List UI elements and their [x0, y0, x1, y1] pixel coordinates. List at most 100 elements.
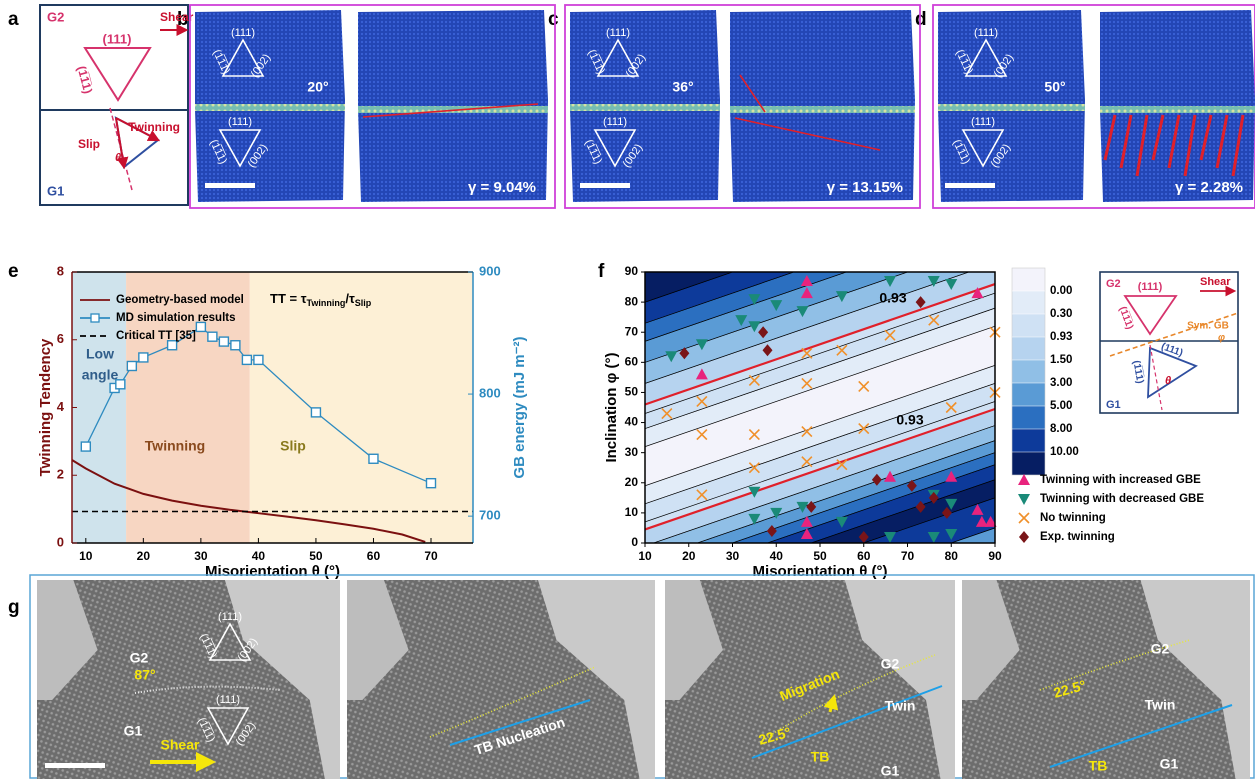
data-point — [311, 408, 320, 417]
colorbar-block — [1012, 383, 1045, 406]
colorbar-block — [1012, 291, 1045, 314]
panel-label: f — [598, 261, 605, 282]
image-label: TB — [1089, 758, 1108, 774]
contour-label: 0.93 — [879, 290, 906, 306]
data-point — [139, 353, 148, 362]
contour-label: 0.93 — [896, 412, 923, 428]
legend-label: No twinning — [1040, 512, 1106, 524]
y-tick-label: 8 — [57, 263, 64, 278]
x-tick-label: 20 — [682, 549, 696, 563]
x-tick-label: 30 — [194, 549, 208, 563]
y-tick-label: 20 — [625, 475, 639, 489]
miller-label: (111) — [606, 27, 630, 39]
region-label: Twinning — [145, 438, 205, 454]
angle-label: 36° — [672, 79, 693, 95]
y-tick-label: 4 — [57, 399, 65, 414]
colorbar-block — [1012, 337, 1045, 360]
y-tick-label: 80 — [625, 294, 639, 308]
annotation-part: TT = τ — [270, 291, 307, 306]
y-tick-label: 70 — [625, 324, 639, 338]
phi-label: φ — [1218, 333, 1225, 344]
grain-boundary — [938, 104, 1085, 111]
x-tick-label: 80 — [945, 549, 959, 563]
x-axis-label: Misorientation θ (°) — [753, 563, 888, 580]
gb-label: Sym. GB — [1187, 321, 1229, 332]
legend-label: Twinning with increased GBE — [1040, 474, 1201, 486]
angle-label: 20° — [307, 79, 328, 95]
x-tick-label: 30 — [726, 549, 740, 563]
image-label: G2 — [130, 650, 149, 666]
x-tick-label: 10 — [79, 549, 93, 563]
image-label: 87° — [134, 667, 155, 683]
x-tick-label: 60 — [857, 549, 871, 563]
image-label: G1 — [881, 763, 900, 779]
grain-boundary — [1100, 106, 1255, 113]
grain-boundary — [730, 106, 915, 113]
image-label: Shear — [161, 737, 200, 753]
y-tick-label: 30 — [625, 445, 639, 459]
panel-label: a — [8, 9, 19, 30]
data-point — [168, 341, 177, 350]
x-tick-label: 10 — [638, 549, 652, 563]
plane-label: (111) — [1138, 281, 1163, 293]
colorbar-label: 0.30 — [1050, 308, 1072, 320]
image-label: Twin — [885, 698, 916, 714]
data-point — [231, 341, 240, 350]
colorbar-block — [1012, 429, 1045, 452]
scale-bar — [580, 183, 630, 188]
y2-axis-label: GB energy (mJ m⁻²) — [511, 336, 528, 478]
y2-tick-label: 700 — [479, 508, 501, 523]
image-label: Twin — [1145, 697, 1176, 713]
x-tick-label: 40 — [770, 549, 784, 563]
data-point — [242, 355, 251, 364]
figure: abcdefgG2(111)(1̅1̅1)ShearTwinningSlipθG… — [0, 0, 1255, 779]
y-tick-label: 90 — [625, 264, 639, 278]
colorbar-block — [1012, 360, 1045, 383]
miller-label: (111) — [971, 116, 995, 128]
x-tick-label: 60 — [367, 549, 381, 563]
y-tick-label: 60 — [625, 355, 639, 369]
region — [250, 272, 473, 543]
colorbar-label: 3.00 — [1050, 377, 1072, 389]
legend-label: Critical TT [35] — [116, 330, 196, 342]
colorbar-block — [1012, 452, 1045, 475]
grain-boundary — [195, 104, 345, 111]
image-label: G1 — [1160, 756, 1179, 772]
data-point — [127, 361, 136, 370]
twinning-label: Twinning — [128, 120, 180, 134]
image-label: G2 — [881, 656, 900, 672]
data-point — [116, 380, 125, 389]
x-tick-label: 70 — [424, 549, 438, 563]
scale-bar — [45, 763, 105, 768]
region-label: angle — [82, 367, 119, 383]
grain-label: G2 — [47, 9, 64, 24]
colorbar-label: 0.93 — [1050, 331, 1072, 343]
page: abcdefgG2(111)(1̅1̅1)ShearTwinningSlipθG… — [0, 0, 1255, 779]
miller-label: (111) — [216, 694, 240, 706]
strain-label: γ = 13.15% — [827, 179, 903, 196]
legend-label: Geometry-based model — [116, 294, 244, 306]
image-label: TB — [811, 749, 830, 765]
colorbar-block — [1012, 268, 1045, 291]
colorbar-label: 8.00 — [1050, 423, 1072, 435]
theta-label: θ — [1165, 375, 1171, 387]
y2-tick-label: 800 — [479, 386, 501, 401]
data-point — [427, 479, 436, 488]
x-tick-label: 50 — [813, 549, 827, 563]
data-point — [254, 355, 263, 364]
grain-label: G1 — [1106, 399, 1121, 411]
y-axis-label: Twinning Tendency — [37, 338, 54, 476]
slip-label: Slip — [78, 137, 100, 151]
y-axis-label: Inclination φ (°) — [603, 352, 620, 462]
colorbar-label: 10.00 — [1050, 446, 1079, 458]
colorbar-label: 1.50 — [1050, 354, 1072, 366]
annotation-part: Slip — [355, 298, 372, 308]
x-axis-label: Misorientation θ (°) — [205, 563, 340, 580]
miller-label: (111) — [974, 27, 998, 39]
strain-label: γ = 9.04% — [468, 179, 536, 196]
miller-label: (111) — [228, 116, 252, 128]
angle-label: 50° — [1044, 79, 1065, 95]
grain-label: G2 — [1106, 278, 1121, 290]
colorbar-block — [1012, 314, 1045, 337]
grain-label: G1 — [47, 183, 64, 198]
